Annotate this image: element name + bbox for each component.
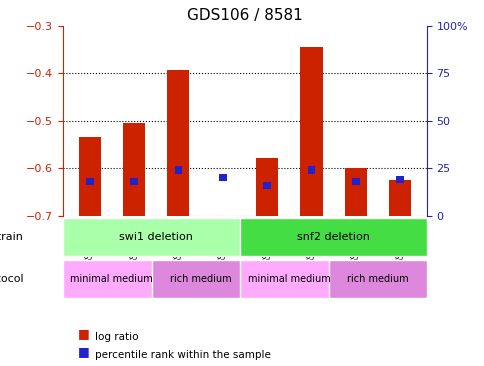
Bar — [86, 178, 93, 185]
Text: minimal medium: minimal medium — [247, 274, 330, 284]
Bar — [300, 47, 322, 216]
Bar — [256, 158, 278, 216]
Text: rich medium: rich medium — [169, 274, 231, 284]
Bar — [351, 178, 359, 185]
FancyBboxPatch shape — [240, 218, 426, 256]
Text: percentile rank within the sample: percentile rank within the sample — [94, 350, 270, 360]
Text: snf2 deletion: snf2 deletion — [297, 232, 369, 242]
Bar — [130, 178, 137, 185]
Text: minimal medium: minimal medium — [70, 274, 153, 284]
FancyBboxPatch shape — [240, 260, 337, 298]
Bar — [388, 180, 410, 216]
Bar — [307, 167, 315, 173]
Bar — [395, 176, 403, 183]
Bar — [167, 70, 189, 216]
Bar — [174, 167, 182, 173]
FancyBboxPatch shape — [329, 260, 426, 298]
FancyBboxPatch shape — [151, 260, 249, 298]
Text: rich medium: rich medium — [347, 274, 408, 284]
Bar — [263, 182, 271, 189]
Bar — [122, 123, 145, 216]
Bar — [218, 174, 226, 181]
FancyBboxPatch shape — [63, 218, 249, 256]
Text: ■: ■ — [77, 345, 89, 358]
Bar — [344, 168, 366, 216]
Text: log ratio: log ratio — [94, 332, 138, 342]
Text: growth protocol: growth protocol — [0, 274, 23, 284]
Bar — [78, 137, 101, 216]
Text: swi1 deletion: swi1 deletion — [119, 232, 193, 242]
FancyBboxPatch shape — [63, 260, 160, 298]
Text: ■: ■ — [77, 327, 89, 340]
Text: strain: strain — [0, 232, 23, 242]
Title: GDS106 / 8581: GDS106 / 8581 — [187, 8, 302, 23]
